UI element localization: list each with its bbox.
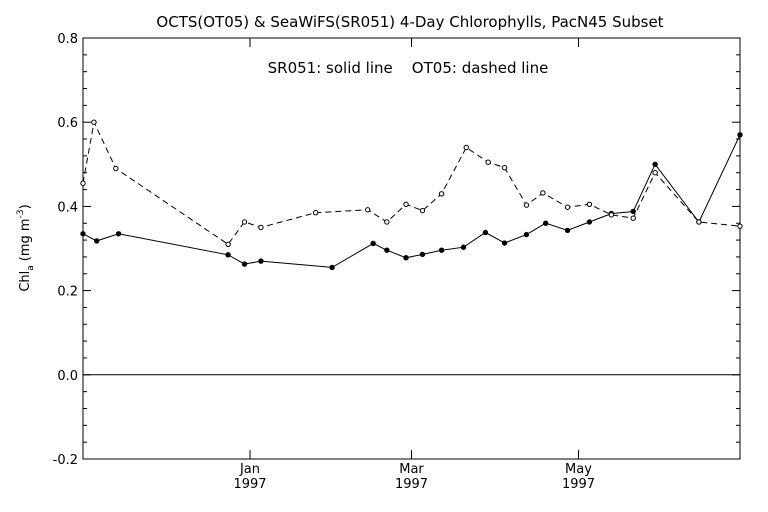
data-point-ot05 [419, 207, 426, 214]
data-point-sr051 [630, 208, 636, 215]
y-label-main: Chl [18, 271, 33, 292]
data-point-sr051 [225, 252, 231, 258]
x-tick-label-year: 1997 [233, 477, 266, 492]
data-point-ot05 [696, 219, 702, 225]
data-point-sr051 [482, 229, 489, 236]
data-point-sr051 [737, 132, 743, 138]
data-point-sr051 [384, 247, 390, 253]
data-point-ot05 [608, 212, 615, 218]
data-point-ot05 [463, 144, 469, 151]
data-point-sr051 [542, 220, 549, 226]
x-tick-label-year: 1997 [395, 477, 428, 492]
data-point-ot05 [80, 180, 86, 186]
data-point-ot05 [403, 201, 409, 207]
y-axis-label: Chla (mg m-3) [16, 204, 36, 291]
plot-frame [82, 37, 741, 460]
data-point-sr051 [419, 251, 426, 258]
data-point-ot05 [91, 119, 97, 125]
data-point-sr051 [523, 231, 530, 238]
y-label-exp: -3 [16, 209, 26, 218]
data-point-sr051 [80, 231, 86, 237]
x-tick-label-month: May [565, 462, 592, 477]
y-tick-label: -0.2 [53, 453, 78, 468]
y-tick-label: 0.0 [57, 369, 78, 384]
data-point-ot05 [630, 215, 636, 221]
data-point-ot05 [258, 224, 264, 231]
data-point-ot05 [586, 201, 593, 207]
data-point-ot05 [365, 207, 371, 213]
data-point-sr051 [438, 247, 445, 253]
data-point-ot05 [540, 190, 546, 196]
data-point-ot05 [225, 241, 231, 247]
data-point-ot05 [312, 210, 319, 216]
data-point-sr051 [329, 264, 335, 271]
data-point-ot05 [113, 165, 119, 172]
series-line-sr051 [82, 134, 741, 268]
series-ot05 [80, 119, 743, 247]
series-layer [80, 119, 743, 271]
y-tick-label: 0.8 [57, 32, 78, 47]
x-tick-label-month: Jan [239, 462, 260, 477]
series-sr051 [80, 132, 743, 271]
data-point-ot05 [485, 159, 491, 165]
data-point-sr051 [564, 227, 571, 234]
data-point-sr051 [115, 231, 122, 237]
data-point-ot05 [523, 202, 530, 208]
data-point-sr051 [403, 255, 409, 261]
data-point-sr051 [370, 240, 376, 247]
data-point-ot05 [564, 204, 571, 210]
data-point-ot05 [241, 219, 248, 225]
data-point-ot05 [384, 219, 390, 225]
y-label-close: ) [18, 204, 33, 209]
data-point-ot05 [652, 170, 658, 176]
y-tick-label: 0.6 [57, 116, 78, 131]
data-point-ot05 [501, 164, 508, 171]
data-point-sr051 [460, 244, 467, 250]
data-point-sr051 [93, 238, 100, 244]
data-point-ot05 [438, 191, 445, 197]
data-point-sr051 [241, 261, 248, 267]
x-tick-label-month: Mar [399, 462, 424, 477]
y-label-unit: (mg m [18, 218, 33, 261]
legend-annotation: SR051: solid line OT05: dashed line [268, 59, 549, 77]
data-point-sr051 [258, 258, 264, 264]
data-point-sr051 [501, 240, 508, 246]
y-axis: -0.2 0.0 0.2 0.4 0.6 0.8 [53, 32, 740, 468]
y-tick-label: 0.4 [57, 200, 78, 215]
y-tick-label: 0.2 [57, 285, 78, 300]
data-point-sr051 [652, 161, 658, 168]
chart-title: OCTS(OT05) & SeaWiFS(SR051) 4-Day Chloro… [156, 13, 663, 31]
series-line-ot05 [82, 120, 741, 245]
data-point-sr051 [586, 219, 593, 225]
data-point-ot05 [737, 223, 743, 229]
x-tick-label-year: 1997 [562, 477, 595, 492]
y-label-sub: a [26, 265, 36, 271]
